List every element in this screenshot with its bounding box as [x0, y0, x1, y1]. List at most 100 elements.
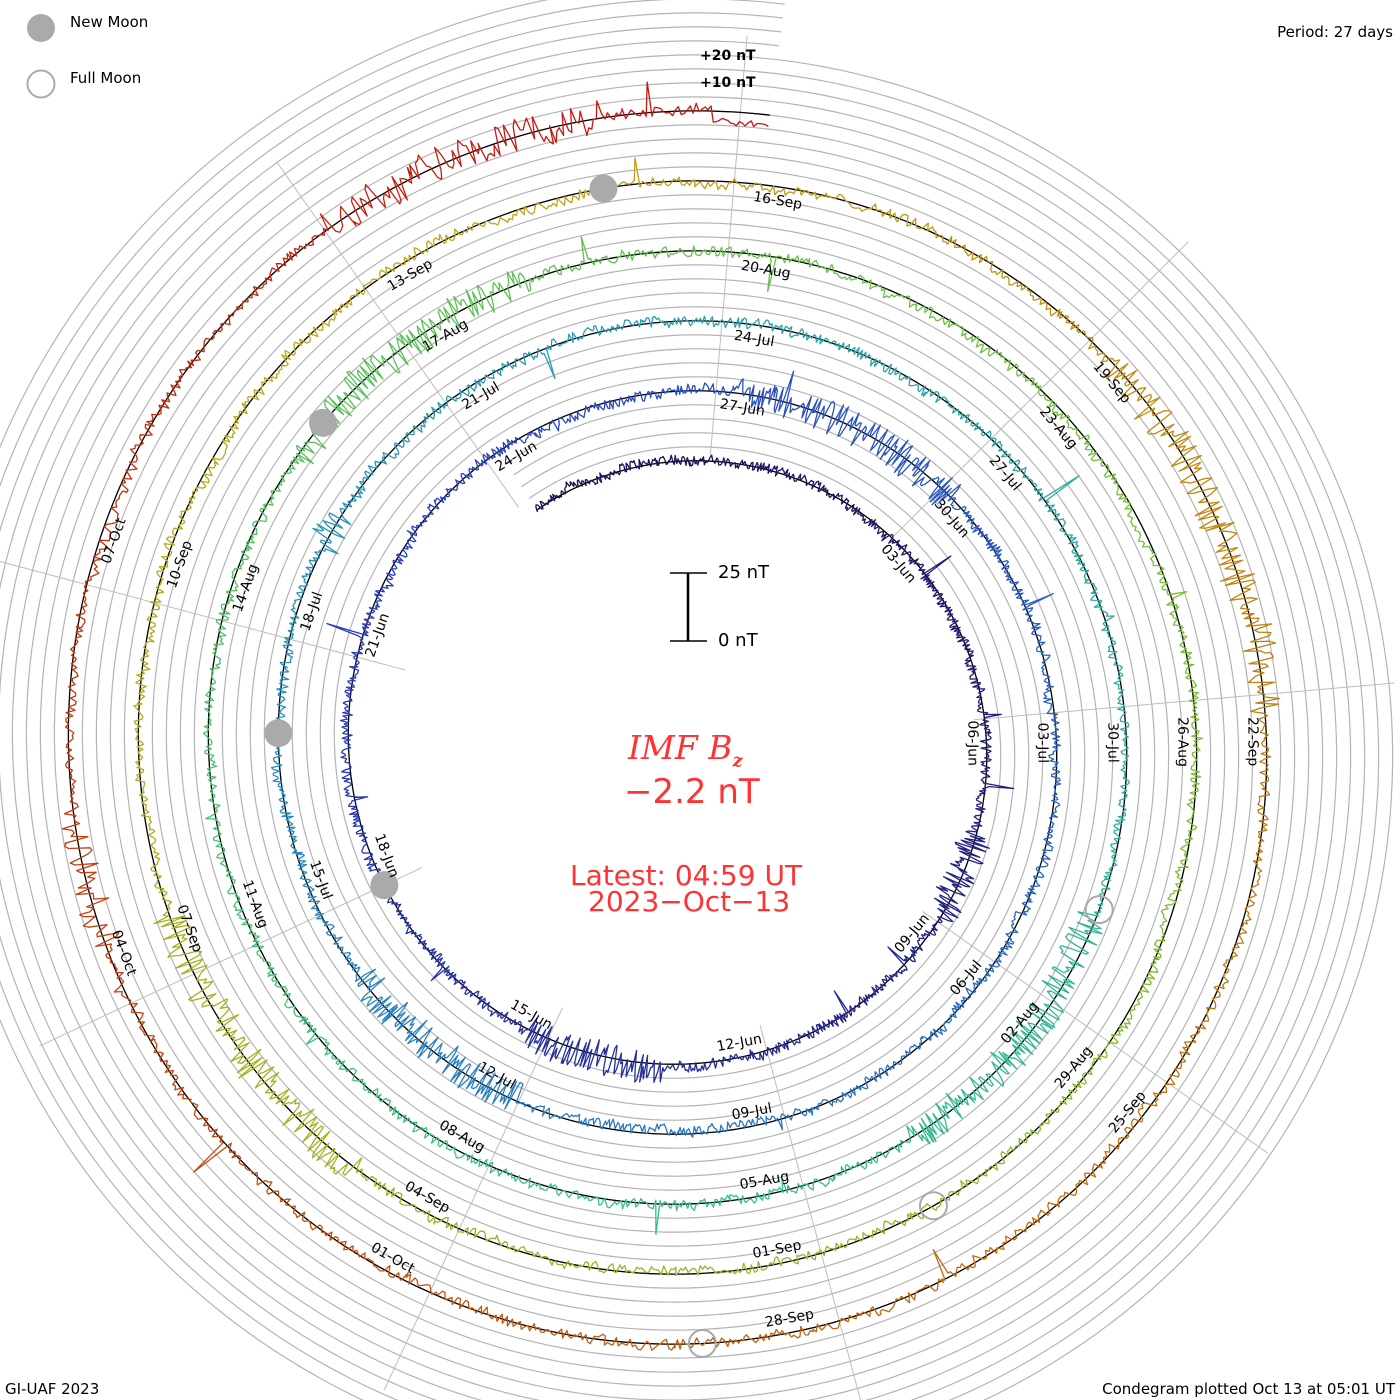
- date-label: 06-Jun: [964, 720, 980, 766]
- bz-trace-segment: [925, 1088, 976, 1143]
- scale-bar-top-label: 25 nT: [718, 562, 770, 583]
- bz-trace-segment: [241, 354, 291, 407]
- bz-trace-segment: [406, 499, 440, 537]
- bz-trace-segment: [638, 1054, 681, 1083]
- date-label: 25-Sep: [1106, 1088, 1150, 1136]
- bz-trace-segment: [967, 1051, 1018, 1101]
- bz-trace-segment: [68, 626, 84, 700]
- bz-trace-segment: [629, 157, 695, 188]
- bz-trace-segment: [632, 1123, 679, 1137]
- bz-trace-segment: [608, 390, 651, 410]
- date-label: 17-Aug: [420, 316, 471, 355]
- bz-trace-segment: [373, 567, 396, 608]
- bz-trace-segment: [1153, 898, 1178, 959]
- radial-line: [922, 910, 1269, 1154]
- bz-trace-segment: [1024, 857, 1049, 901]
- chart-title: IMF Bz: [628, 728, 743, 772]
- bz-trace-segment: [732, 378, 776, 411]
- bz-trace-segment: [384, 234, 441, 276]
- bz-trace-segment: [960, 1146, 1014, 1187]
- bz-trace-segment: [1051, 409, 1094, 454]
- bz-trace-segment: [589, 1117, 635, 1134]
- date-label: 24-Jun: [493, 438, 540, 475]
- bz-trace-segment: [1040, 815, 1058, 861]
- new-moon-marker: [370, 871, 399, 900]
- bz-trace-segment: [205, 763, 221, 821]
- bz-trace-segment: [189, 1100, 237, 1173]
- bz-trace-segment: [723, 1115, 768, 1133]
- latest-date: 2023−Oct−13: [588, 885, 791, 918]
- bz-trace-segment: [1229, 587, 1277, 654]
- bz-trace-segment: [225, 872, 250, 926]
- bz-trace-segment: [395, 903, 422, 938]
- bz-trace-segment: [477, 116, 554, 162]
- bz-trace-segment: [457, 1062, 508, 1105]
- bz-trace-segment: [1151, 1046, 1191, 1107]
- bz-trace-segment: [807, 258, 865, 281]
- bz-trace-segment: [743, 1325, 814, 1344]
- bz-trace-segment: [1122, 500, 1155, 553]
- bz-trace-segment: [898, 544, 926, 575]
- bz-trace-segment: [285, 1204, 347, 1244]
- bz-trace-segment: [316, 492, 362, 539]
- bz-trace-segment: [656, 454, 691, 467]
- grid-spiral: [0, 26, 1352, 1400]
- bz-trace-segment: [536, 1326, 607, 1346]
- bz-trace-segment: [1000, 451, 1043, 492]
- bz-trace-segment: [279, 807, 303, 855]
- bz-trace-segment: [1050, 772, 1062, 818]
- bz-trace-segment: [332, 269, 387, 316]
- bz-trace-segment: [1184, 985, 1225, 1048]
- bz-trace-segment: [964, 332, 1015, 372]
- bz-trace-segment: [1169, 605, 1193, 666]
- bz-trace-segment: [421, 1126, 469, 1161]
- bz-trace-segment: [235, 253, 289, 310]
- bz-trace-segment: [231, 1154, 291, 1206]
- bz-trace-segment: [729, 1186, 784, 1205]
- grid-spiral: [0, 40, 1338, 1400]
- bz-trace-segment: [678, 1057, 718, 1073]
- bz-trace-segment: [673, 1336, 745, 1350]
- bz-trace-segment: [326, 606, 380, 643]
- bz-trace-segment: [788, 472, 822, 492]
- bz-trace-segment: [422, 388, 462, 423]
- bz-trace-segment: [722, 457, 758, 471]
- bz-trace-segment: [153, 1038, 192, 1102]
- bz-trace-segment: [911, 464, 962, 506]
- bz-trace-segment: [63, 842, 110, 916]
- bz-trace-segment: [849, 412, 895, 460]
- new-moon-marker: [308, 408, 337, 437]
- bz-trace-segment: [465, 270, 525, 316]
- bz-trace-segment: [552, 1260, 615, 1274]
- bz-trace-segment: [355, 452, 389, 495]
- bz-trace-segment: [333, 936, 367, 983]
- radial-line: [973, 682, 1395, 721]
- bz-trace-segment: [347, 796, 369, 837]
- ring-label-10nt: +10 nT: [700, 75, 756, 91]
- bz-trace-segment: [120, 423, 155, 494]
- bz-trace-segment: [438, 216, 505, 245]
- bz-trace-segment: [1029, 966, 1076, 1029]
- bz-trace-segment: [1167, 841, 1191, 900]
- date-label: 26-Aug: [1174, 717, 1190, 767]
- bz-trace-segment: [156, 515, 186, 580]
- bz-trace-segment: [837, 342, 886, 368]
- date-label: 03-Jul: [1034, 723, 1050, 764]
- bz-trace-segment: [276, 667, 290, 716]
- bz-trace-segment: [113, 976, 156, 1042]
- bz-trace-segment: [889, 208, 948, 245]
- bz-trace-segment: [1149, 551, 1188, 608]
- bz-trace-segment: [562, 1037, 610, 1071]
- bz-trace-segment: [535, 490, 565, 513]
- bz-trace-segment: [690, 382, 734, 397]
- bz-trace-segment: [469, 990, 503, 1018]
- bz-trace-segment: [1005, 899, 1033, 941]
- bz-trace-segment: [879, 946, 908, 991]
- bz-trace-segment: [518, 1176, 571, 1199]
- bz-trace-segment: [187, 308, 240, 367]
- current-value: −2.2 nT: [624, 772, 760, 812]
- bz-trace-segment: [642, 315, 693, 329]
- bz-trace-segment: [592, 318, 644, 336]
